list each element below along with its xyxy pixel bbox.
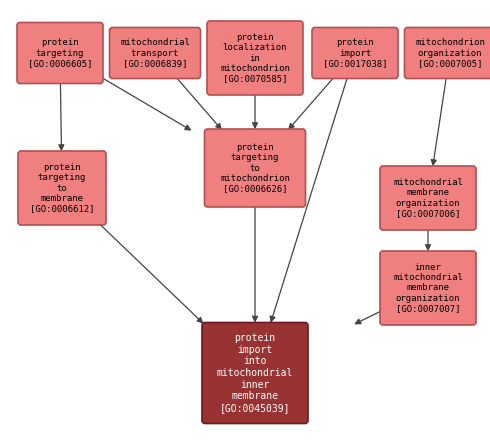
FancyBboxPatch shape [380, 251, 476, 325]
Text: protein
import
into
mitochondrial
inner
membrane
[GO:0045039]: protein import into mitochondrial inner … [217, 333, 293, 413]
Text: protein
localization
in
mitochondrion
[GO:0070585]: protein localization in mitochondrion [G… [220, 33, 290, 83]
FancyBboxPatch shape [207, 21, 303, 95]
FancyBboxPatch shape [202, 323, 308, 424]
Text: protein
targeting
[GO:0006605]: protein targeting [GO:0006605] [28, 38, 92, 68]
FancyBboxPatch shape [18, 151, 106, 225]
Text: protein
targeting
to
membrane
[GO:0006612]: protein targeting to membrane [GO:000661… [30, 163, 94, 213]
Text: mitochondrion
organization
[GO:0007005]: mitochondrion organization [GO:0007005] [415, 38, 485, 68]
FancyBboxPatch shape [380, 166, 476, 230]
FancyBboxPatch shape [109, 27, 200, 78]
FancyBboxPatch shape [204, 129, 305, 207]
Text: protein
import
[GO:0017038]: protein import [GO:0017038] [323, 38, 387, 68]
Text: protein
targeting
to
mitochondrion
[GO:0006626]: protein targeting to mitochondrion [GO:0… [220, 143, 290, 193]
Text: mitochondrial
transport
[GO:0006839]: mitochondrial transport [GO:0006839] [120, 38, 190, 68]
Text: mitochondrial
membrane
organization
[GO:0007006]: mitochondrial membrane organization [GO:… [393, 178, 463, 218]
FancyBboxPatch shape [405, 27, 490, 78]
FancyBboxPatch shape [312, 27, 398, 78]
FancyBboxPatch shape [17, 23, 103, 83]
Text: inner
mitochondrial
membrane
organization
[GO:0007007]: inner mitochondrial membrane organizatio… [393, 263, 463, 313]
